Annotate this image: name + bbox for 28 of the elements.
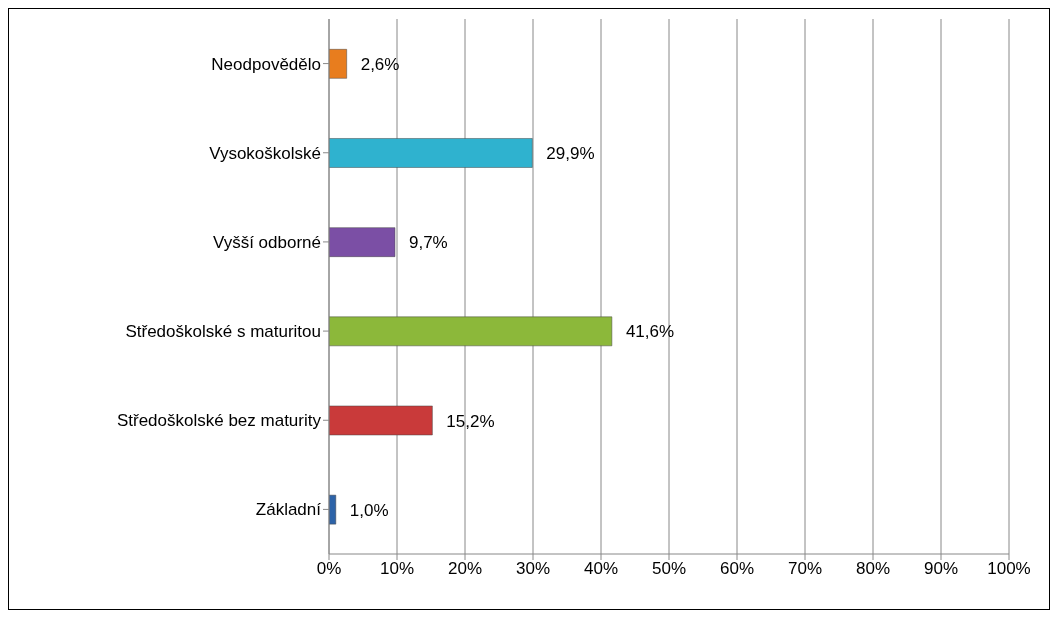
x-tick-label: 100% [987,559,1031,579]
y-tick-label: Neodpovědělo [211,54,321,74]
y-tick-label: Vysokoškolské [209,143,321,163]
y-tick-label: Základní [255,500,322,520]
x-tick-label: 40% [583,559,619,579]
data-label: 15,2% [446,411,495,431]
data-label: 2,6% [360,54,400,74]
bar [329,49,347,79]
x-tick-label: 30% [515,559,551,579]
x-tick-label: 90% [923,559,959,579]
x-tick-label: 50% [651,559,687,579]
x-tick-label: 70% [787,559,823,579]
data-label: 9,7% [408,233,448,253]
x-tick-label: 10% [379,559,415,579]
x-tick-label: 80% [855,559,891,579]
y-tick-label: Středoškolské bez maturity [116,411,322,431]
bar [329,316,613,347]
bar [329,227,396,257]
bar [329,405,433,436]
y-tick-label: Vyšší odborné [212,232,321,252]
y-tick-label: Středoškolské s maturitou [125,322,321,342]
data-label: 29,9% [546,144,595,164]
x-tick-label: 20% [447,559,483,579]
x-tick-label: 60% [719,559,755,579]
data-label: 1,0% [349,500,389,520]
data-label: 41,6% [625,322,675,342]
x-tick-label: 0% [316,559,342,579]
bar [329,138,533,168]
